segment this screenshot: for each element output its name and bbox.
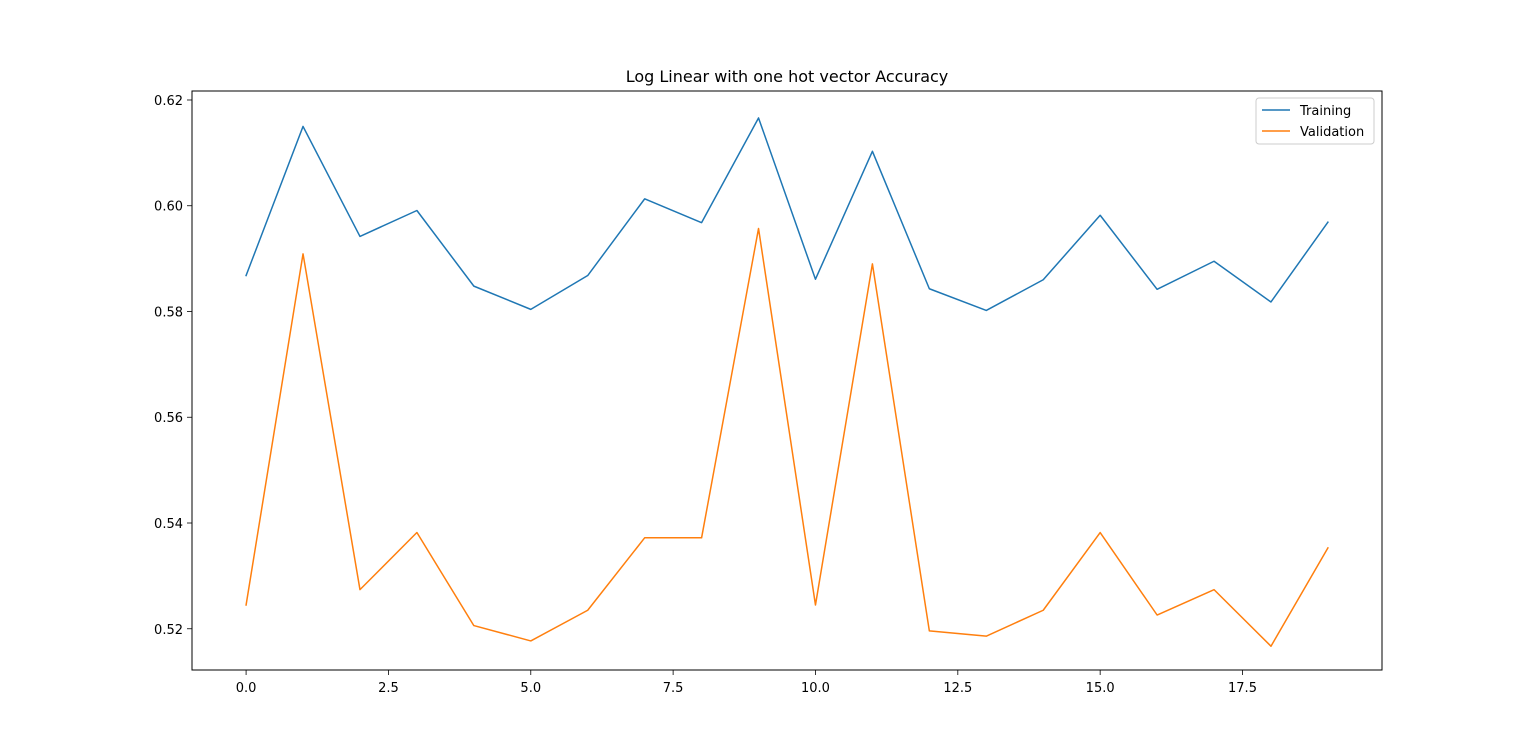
y-tick-label: 0.62: [154, 94, 183, 109]
plot-area: [192, 91, 1382, 670]
y-tick-label: 0.56: [154, 411, 183, 426]
x-tick-label: 0.0: [236, 681, 257, 696]
legend-label-training: Training: [1299, 104, 1351, 119]
plot-background: [192, 91, 1382, 670]
axes-frame: [191, 90, 1383, 671]
x-tick-label: 17.5: [1228, 681, 1257, 696]
legend-label-validation: Validation: [1300, 125, 1364, 140]
series-line-training: [245, 117, 1329, 312]
x-tick-label: 15.0: [1086, 681, 1115, 696]
x-tick-label: 2.5: [378, 681, 399, 696]
y-tick-label: 0.54: [154, 517, 183, 532]
legend: Training Validation: [1255, 97, 1375, 145]
x-tick-label: 10.0: [801, 681, 830, 696]
series-lines: [245, 117, 1329, 647]
x-axis: 0.0 2.5 5.0 7.5 10.0 12.5 15.0 17.5: [236, 670, 1257, 696]
y-axis: 0.52 0.54 0.56 0.58 0.60 0.62: [154, 94, 192, 638]
series-line-validation: [245, 227, 1329, 647]
y-tick-label: 0.58: [154, 305, 183, 320]
x-tick-label: 12.5: [943, 681, 972, 696]
x-tick-label: 7.5: [663, 681, 684, 696]
chart-title: Log Linear with one hot vector Accuracy: [626, 67, 949, 86]
y-tick-label: 0.60: [154, 200, 183, 215]
y-tick-label: 0.52: [154, 623, 183, 638]
x-tick-label: 5.0: [520, 681, 541, 696]
